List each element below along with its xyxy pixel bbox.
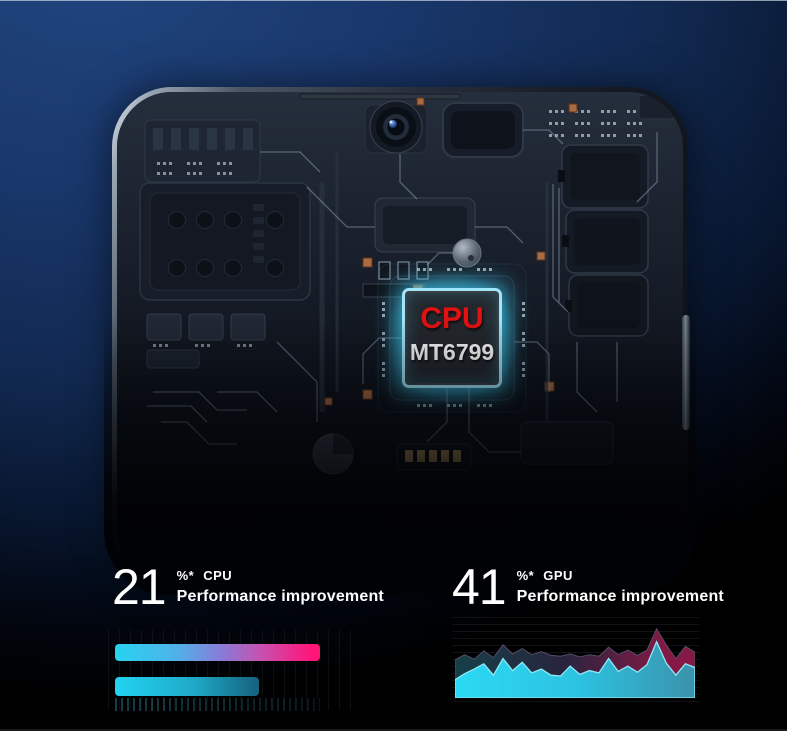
- bottom-right-chip: [520, 421, 614, 465]
- gpu-area-chart: [455, 627, 695, 698]
- gpu-stat-component: GPU: [543, 568, 573, 583]
- cpu-stat-unit: %*: [176, 568, 195, 583]
- gpu-stat-description: Performance improvement: [516, 588, 724, 605]
- bottom-edge-line: [0, 729, 787, 731]
- top-edge-line: [0, 0, 787, 1]
- gpu-area-foreground-series: [455, 640, 695, 698]
- cpu-body: CPU MT6799: [402, 288, 502, 388]
- cpu-stat-component: CPU: [203, 568, 233, 583]
- shield-cans: [558, 144, 649, 337]
- cpu-chip-model: MT6799: [409, 339, 495, 365]
- vibration-motor: [312, 433, 354, 475]
- power-button: [682, 315, 690, 430]
- cpu-bar-reflection: [115, 698, 320, 711]
- cpu-bar-improved: [115, 644, 320, 661]
- earpiece-speaker-slot: [299, 93, 461, 100]
- bottom-connector: [396, 443, 472, 471]
- cpu-stat-block: 21 %* CPU Performance improvement: [112, 561, 384, 613]
- cpu-stat-value: 21: [112, 559, 167, 615]
- cpu-chip-label: CPU: [420, 302, 484, 335]
- corner-chip: [638, 94, 676, 120]
- front-camera: [364, 100, 428, 154]
- crystal-oscillator: [452, 238, 482, 268]
- cpu-chip: CPU MT6799: [386, 272, 518, 404]
- sim-tray: [139, 182, 311, 301]
- circuit-board: CPU MT6799: [117, 92, 683, 582]
- gpu-stat-value: 41: [452, 559, 507, 615]
- gpu-stat-block: 41 %* GPU Performance improvement: [452, 561, 724, 613]
- phone: CPU MT6799: [104, 79, 696, 595]
- gpu-stat-unit: %*: [516, 568, 535, 583]
- cpu-bars-gridlines: [108, 630, 360, 710]
- camera-module: [442, 102, 524, 158]
- cpu-stat-description: Performance improvement: [176, 588, 384, 605]
- cpu-bar-baseline: [115, 677, 259, 696]
- top-left-chip-cluster: [144, 119, 261, 183]
